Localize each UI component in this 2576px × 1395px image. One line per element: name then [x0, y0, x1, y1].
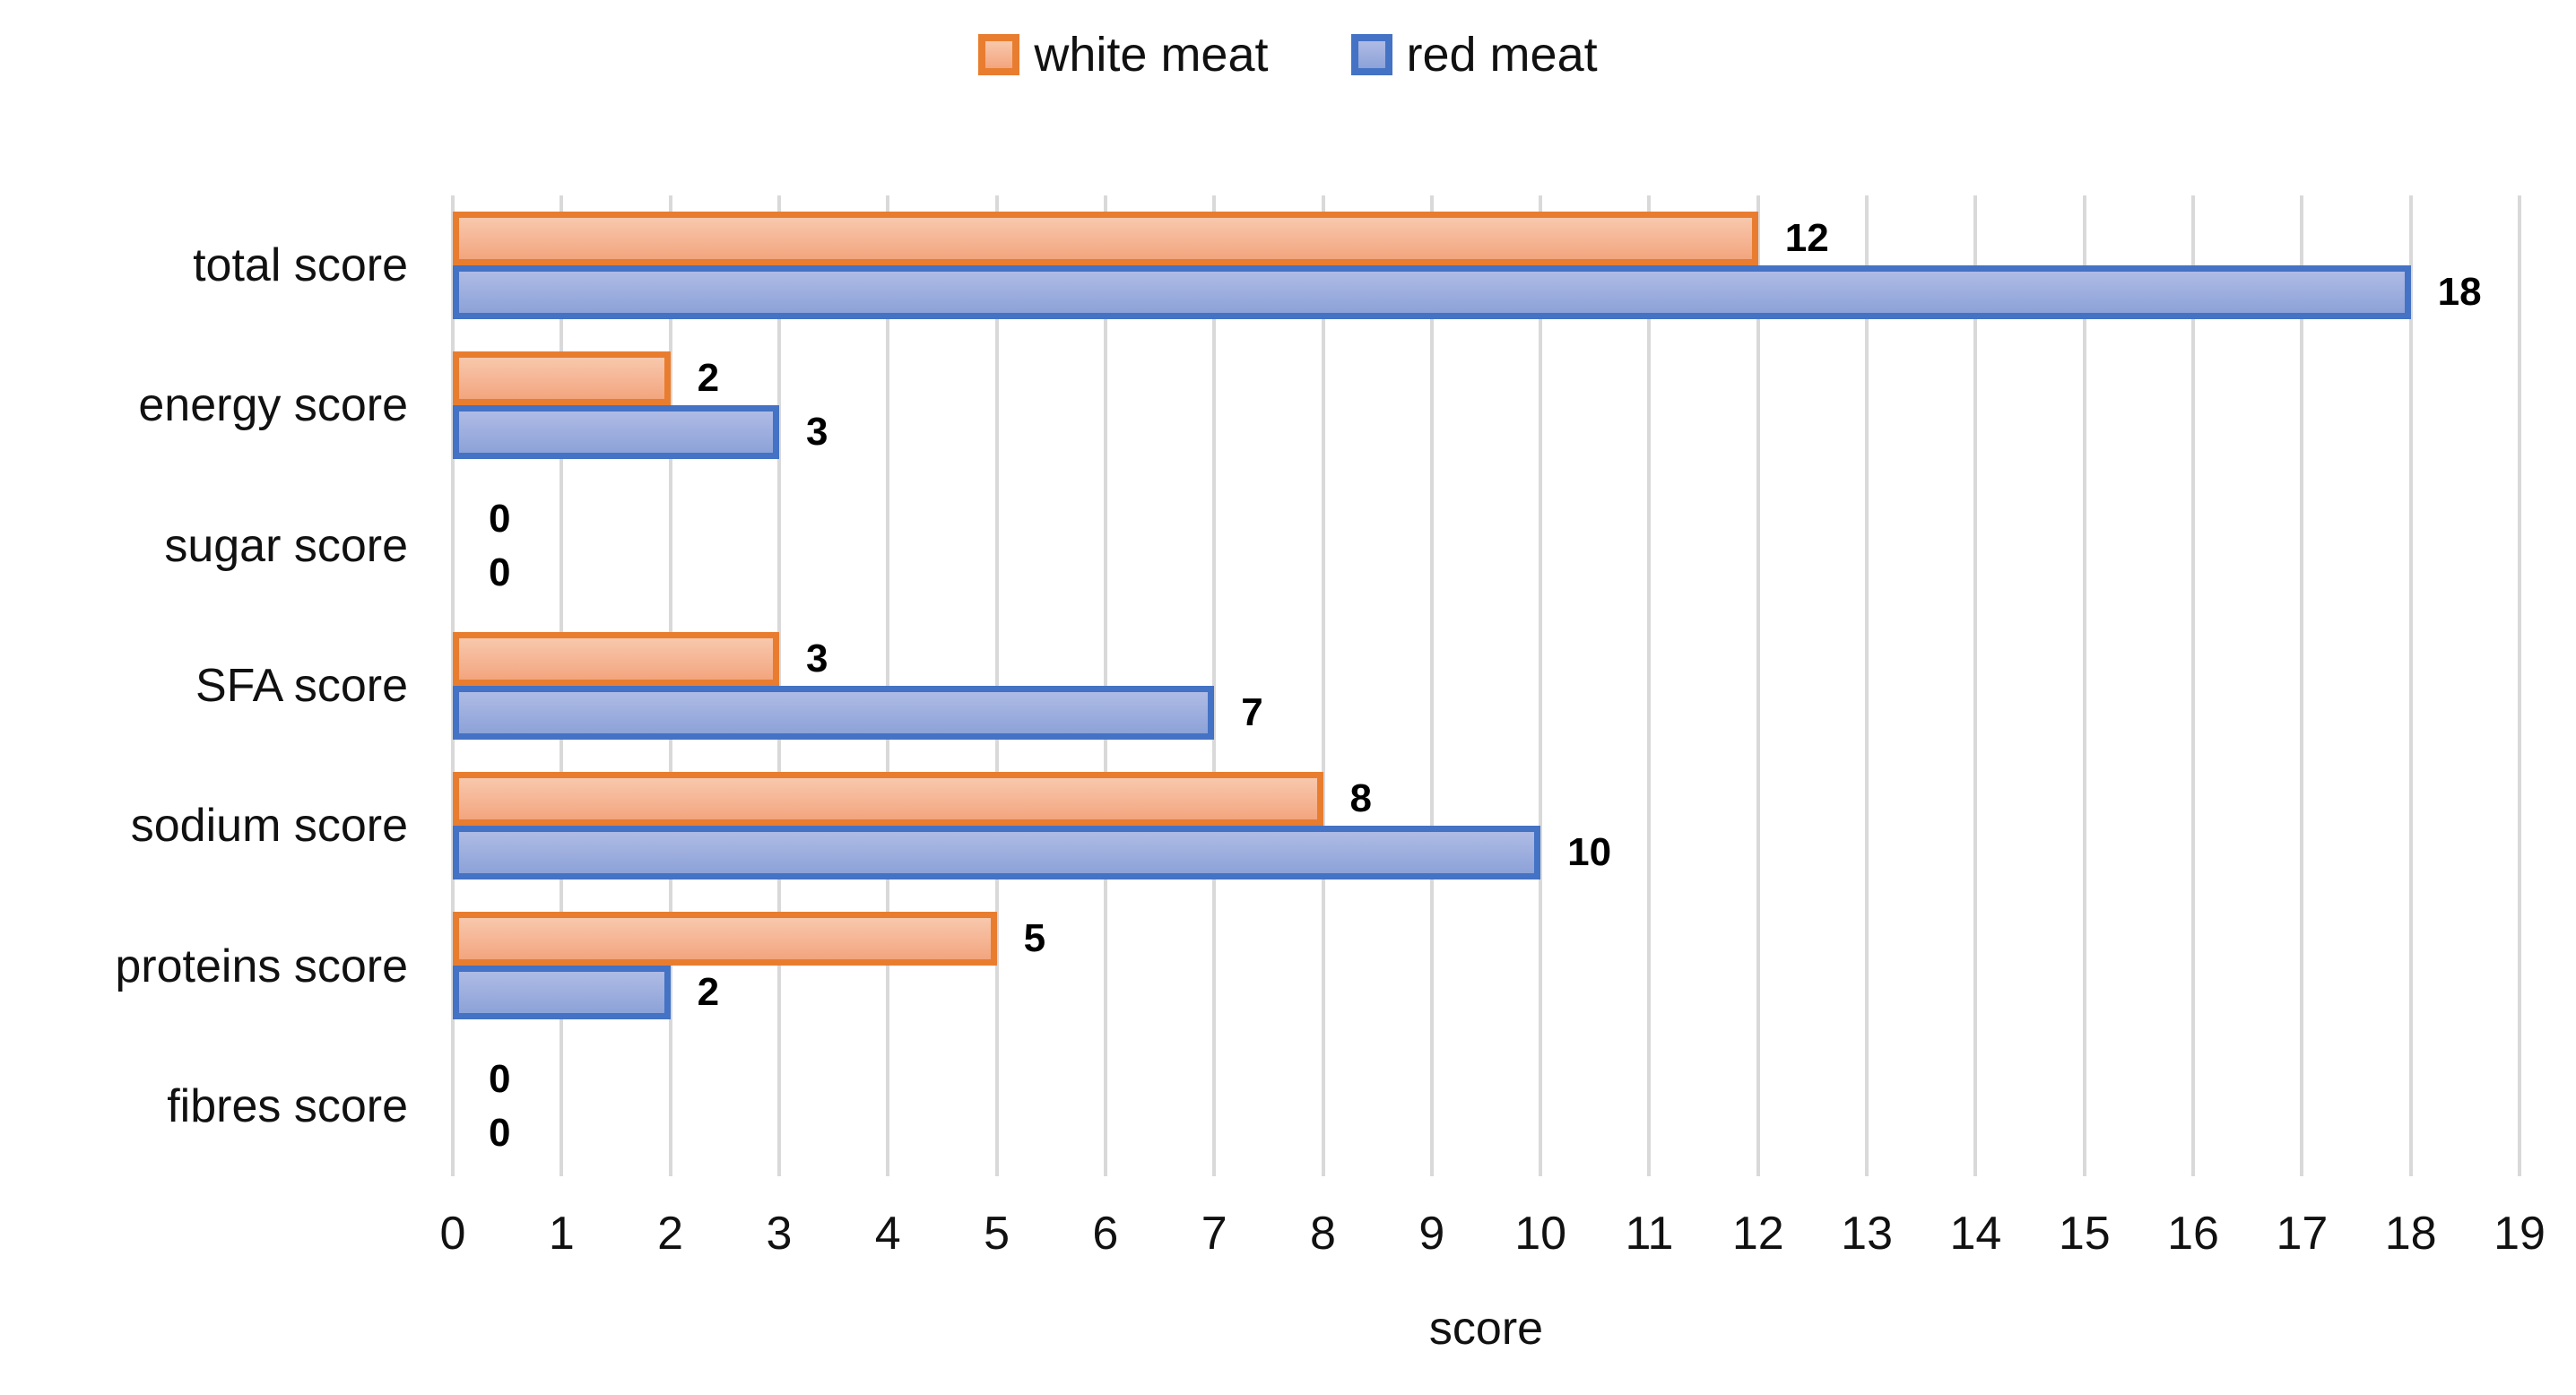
gridline: [2191, 195, 2196, 1176]
gridline: [2082, 195, 2086, 1176]
x-tick-label: 19: [2494, 1208, 2546, 1260]
x-tick-label: 17: [2276, 1208, 2329, 1260]
gridline: [1973, 195, 1978, 1176]
x-axis-title: score: [1428, 1303, 1544, 1355]
x-tick-label: 6: [1092, 1208, 1119, 1260]
legend-label: red meat: [1406, 28, 1598, 82]
bar-red-meat-total-score: [453, 265, 2411, 319]
x-tick-label: 12: [1731, 1208, 1784, 1260]
category-label-sodium-score: sodium score: [130, 800, 408, 853]
x-tick-label: 7: [1201, 1208, 1227, 1260]
x-tick-label: 0: [439, 1208, 466, 1260]
bar-red-meat-energy-score: [453, 405, 779, 460]
category-label-total-score: total score: [193, 239, 408, 292]
x-tick-label: 4: [874, 1208, 901, 1260]
bar-white-meat-SFA-score: [453, 631, 779, 686]
gridline: [1212, 195, 1217, 1176]
data-label: 3: [805, 410, 828, 455]
legend-swatch-icon: [978, 34, 1020, 75]
data-label: 2: [697, 356, 720, 401]
legend: white meat red meat: [0, 30, 2576, 79]
category-label-fibres-score: fibres score: [167, 1079, 408, 1132]
category-label-SFA-score: SFA score: [195, 660, 408, 712]
data-label: 0: [489, 1056, 511, 1101]
x-tick-label: 13: [1841, 1208, 1894, 1260]
data-label: 7: [1241, 689, 1263, 734]
data-label: 10: [1567, 830, 1612, 875]
legend-swatch-icon: [1350, 34, 1392, 75]
x-tick-label: 8: [1310, 1208, 1336, 1260]
gridline: [1647, 195, 1652, 1176]
data-label: 5: [1023, 916, 1046, 961]
bar-red-meat-sodium-score: [453, 826, 1541, 880]
legend-item-red-meat: red meat: [1350, 28, 1598, 82]
x-tick-label: 10: [1514, 1208, 1567, 1260]
bar-white-meat-energy-score: [453, 351, 671, 406]
bar-white-meat-sodium-score: [453, 772, 1323, 827]
data-label: 0: [489, 1110, 511, 1155]
legend-item-white-meat: white meat: [978, 28, 1269, 82]
x-tick-label: 9: [1418, 1208, 1445, 1260]
gridline: [2518, 195, 2521, 1176]
x-tick-label: 14: [1949, 1208, 2002, 1260]
gridline: [1756, 195, 1760, 1176]
gridline: [1429, 195, 1434, 1176]
gridline: [2300, 195, 2304, 1176]
x-tick-label: 16: [2167, 1208, 2219, 1260]
data-label: 0: [489, 496, 511, 541]
x-tick-label: 11: [1625, 1208, 1674, 1260]
bar-red-meat-proteins-score: [453, 966, 671, 1020]
gridline: [2408, 195, 2413, 1176]
x-tick-label: 18: [2384, 1208, 2437, 1260]
gridline: [1865, 195, 1869, 1176]
data-label: 18: [2437, 270, 2482, 314]
x-tick-label: 5: [984, 1208, 1010, 1260]
gridline: [1539, 195, 1543, 1176]
data-label: 3: [805, 636, 828, 680]
x-tick-label: 3: [766, 1208, 793, 1260]
x-tick-label: 15: [2058, 1208, 2111, 1260]
legend-label: white meat: [1034, 28, 1269, 82]
data-label: 12: [1784, 216, 1829, 260]
bar-red-meat-SFA-score: [453, 685, 1215, 740]
category-label-proteins-score: proteins score: [115, 940, 408, 992]
data-label: 2: [697, 970, 720, 1015]
x-tick-label: 1: [548, 1208, 575, 1260]
bar-white-meat-proteins-score: [453, 912, 997, 966]
data-label: 8: [1349, 776, 1372, 821]
category-label-sugar-score: sugar score: [164, 519, 408, 572]
x-tick-label: 2: [657, 1208, 684, 1260]
bar-white-meat-total-score: [453, 212, 1758, 265]
category-label-energy-score: energy score: [138, 379, 408, 432]
data-label: 0: [489, 550, 511, 594]
gridline: [1321, 195, 1325, 1176]
